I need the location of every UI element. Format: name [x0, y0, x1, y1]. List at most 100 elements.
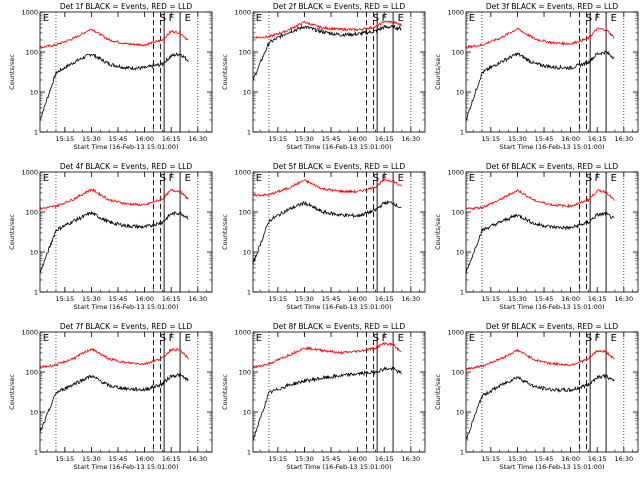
- x-tick-label: 16:00: [561, 455, 580, 463]
- y-tick-label: 100: [239, 369, 251, 377]
- panel-title: Det 5f BLACK = Events, RED = LLD: [273, 162, 406, 171]
- lld-series-line: [465, 348, 615, 371]
- plot-frame: [465, 171, 639, 293]
- plot-frame: [252, 11, 426, 133]
- lld-series-line: [39, 348, 189, 369]
- x-tick-label: 16:30: [401, 295, 420, 303]
- y-tick-label: 10: [243, 89, 251, 97]
- y-tick-label: 1: [460, 129, 464, 137]
- x-tick-label: 15:45: [109, 295, 128, 303]
- x-tick-label: 16:30: [401, 455, 420, 463]
- event-marker: E: [469, 333, 475, 344]
- panel-title: Det 9f BLACK = Events, RED = LLD: [486, 322, 619, 331]
- event-marker: E: [611, 13, 617, 24]
- x-tick-label: 16:00: [561, 135, 580, 143]
- x-tick-label: 16:15: [375, 455, 394, 463]
- x-tick-label: 16:30: [188, 295, 207, 303]
- x-tick-label: 16:15: [588, 135, 607, 143]
- x-tick-label: 15:45: [322, 295, 341, 303]
- y-tick-label: 10: [243, 409, 251, 417]
- x-tick-label: 16:00: [135, 455, 154, 463]
- panel-title: Det 7f BLACK = Events, RED = LLD: [60, 322, 193, 331]
- y-tick-label: 100: [239, 49, 251, 57]
- x-axis-label: Start Time (16-Feb-13 15:01:00): [74, 143, 179, 151]
- x-tick-label: 16:00: [135, 295, 154, 303]
- y-tick-label: 1: [34, 449, 38, 457]
- event-marker: S: [160, 13, 166, 24]
- lld-series-line: [252, 20, 402, 40]
- x-tick-label: 16:30: [188, 135, 207, 143]
- event-marker: E: [469, 173, 475, 184]
- event-marker: S: [373, 13, 379, 24]
- event-marker: S: [160, 173, 166, 184]
- y-tick-label: 1000: [234, 169, 251, 177]
- y-tick-label: 1000: [21, 169, 38, 177]
- y-tick-label: 1000: [447, 9, 464, 17]
- y-tick-label: 1000: [234, 9, 251, 17]
- events-series-line: [465, 373, 615, 440]
- x-tick-label: 16:30: [614, 455, 633, 463]
- y-axis-label: Counts/sec: [221, 374, 229, 410]
- plot-frame: [465, 11, 639, 133]
- y-tick-label: 10: [30, 249, 38, 257]
- lld-series-line: [39, 28, 189, 50]
- x-tick-label: 15:45: [322, 455, 341, 463]
- event-marker: F: [382, 333, 388, 344]
- panel-title: Det 3f BLACK = Events, RED = LLD: [486, 2, 619, 11]
- events-series-line: [252, 24, 402, 81]
- lld-series-line: [39, 188, 189, 211]
- panel-title: Det 2f BLACK = Events, RED = LLD: [273, 2, 406, 11]
- panel-title: Det 6f BLACK = Events, RED = LLD: [486, 162, 619, 171]
- x-tick-label: 15:30: [508, 455, 527, 463]
- y-axis-label: Counts/sec: [434, 214, 442, 250]
- y-tick-label: 1000: [447, 169, 464, 177]
- y-axis-label: Counts/sec: [8, 214, 16, 250]
- x-tick-label: 16:30: [401, 135, 420, 143]
- x-tick-label: 15:15: [268, 295, 287, 303]
- x-tick-label: 15:15: [55, 135, 74, 143]
- event-marker: E: [185, 13, 191, 24]
- event-marker: S: [373, 333, 379, 344]
- y-axis-label: Counts/sec: [8, 374, 16, 410]
- x-axis-label: Start Time (16-Feb-13 15:01:00): [74, 463, 179, 471]
- event-marker: F: [169, 333, 175, 344]
- y-tick-label: 100: [26, 209, 38, 217]
- y-tick-label: 100: [452, 369, 464, 377]
- event-marker: S: [586, 13, 592, 24]
- y-axis-label: Counts/sec: [221, 54, 229, 90]
- lld-series-line: [252, 178, 402, 197]
- y-tick-label: 1000: [234, 329, 251, 337]
- event-marker: E: [185, 173, 191, 184]
- event-marker: E: [256, 173, 262, 184]
- x-tick-label: 16:15: [375, 295, 394, 303]
- event-marker: E: [256, 333, 262, 344]
- plot-frame: [465, 331, 639, 453]
- x-tick-label: 16:00: [348, 455, 367, 463]
- x-tick-label: 15:15: [481, 295, 500, 303]
- x-tick-label: 16:15: [162, 135, 181, 143]
- y-axis-label: Counts/sec: [434, 54, 442, 90]
- lld-series-line: [252, 341, 402, 369]
- panel-title: Det 4f BLACK = Events, RED = LLD: [60, 162, 193, 171]
- y-tick-label: 1: [34, 289, 38, 297]
- events-series-line: [39, 52, 189, 121]
- event-marker: E: [256, 13, 262, 24]
- plot-frame: [252, 171, 426, 293]
- x-tick-label: 15:45: [535, 455, 554, 463]
- plot-frame: [252, 331, 426, 453]
- x-tick-label: 16:00: [561, 295, 580, 303]
- x-tick-label: 15:15: [481, 455, 500, 463]
- x-tick-label: 16:15: [588, 295, 607, 303]
- y-tick-label: 100: [26, 369, 38, 377]
- y-tick-label: 10: [456, 249, 464, 257]
- x-tick-label: 15:15: [55, 295, 74, 303]
- event-marker: F: [595, 13, 601, 24]
- event-marker: F: [169, 13, 175, 24]
